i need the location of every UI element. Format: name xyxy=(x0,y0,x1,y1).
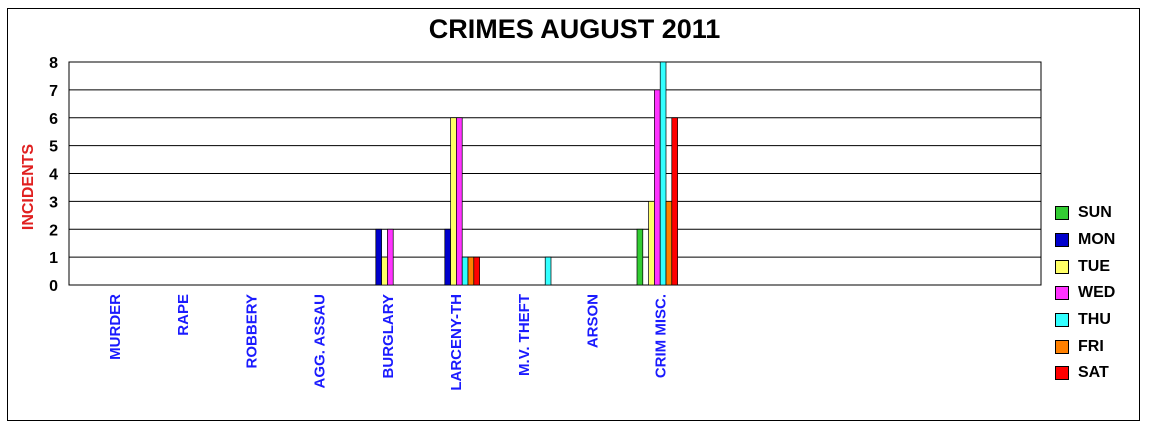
category-label: RAPE xyxy=(175,294,192,336)
category-label: M.V. THEFT xyxy=(516,294,533,376)
chart-frame xyxy=(7,8,1140,421)
bar-sun xyxy=(636,228,644,286)
bar-mon xyxy=(444,228,451,286)
legend-label: THU xyxy=(1078,311,1111,329)
y-tick-label: 6 xyxy=(49,111,58,128)
bar-fri xyxy=(467,256,475,286)
legend-swatch xyxy=(1055,339,1069,354)
category-label: AGG. ASSAU xyxy=(312,294,329,388)
legend-label: MON xyxy=(1078,231,1116,249)
legend-item: WED xyxy=(1055,280,1115,307)
category-label: MURDER xyxy=(107,294,124,360)
legend-item: SUN xyxy=(1055,200,1115,227)
chart-title: CRIMES AUGUST 2011 xyxy=(428,14,721,44)
legend-label: SAT xyxy=(1078,364,1109,382)
y-tick-label: 8 xyxy=(49,55,58,72)
category-label: CRIM MISC. xyxy=(653,294,670,378)
y-tick-label: 7 xyxy=(49,83,58,100)
bar-thu xyxy=(544,256,552,286)
plot-area xyxy=(68,61,1042,286)
category-label: LARCENY-TH xyxy=(448,294,465,391)
bar-fri xyxy=(665,201,673,286)
legend-label: FRI xyxy=(1078,337,1104,355)
bar-tue xyxy=(450,117,457,286)
bar-mon xyxy=(375,228,382,286)
y-tick-label: 1 xyxy=(49,250,58,267)
y-tick-label: 5 xyxy=(49,139,58,156)
legend-label: WED xyxy=(1078,284,1116,302)
legend-item: FRI xyxy=(1055,333,1115,360)
legend-label: TUE xyxy=(1078,257,1110,275)
bar-tue xyxy=(648,201,655,286)
legend-item: MON xyxy=(1055,227,1115,254)
legend-swatch xyxy=(1055,313,1069,328)
category-label: ROBBERY xyxy=(243,294,260,368)
category-label: ARSON xyxy=(584,294,601,348)
legend-item: THU xyxy=(1055,307,1115,334)
y-tick-label: 0 xyxy=(49,278,58,295)
legend-swatch xyxy=(1055,206,1069,221)
bar-wed xyxy=(387,228,394,286)
y-tick-label: 4 xyxy=(49,167,58,184)
legend-item: SAT xyxy=(1055,360,1115,387)
bar-thu xyxy=(659,61,667,286)
category-label: BURGLARY xyxy=(380,294,397,378)
legend-label: SUN xyxy=(1078,204,1112,222)
y-tick-label: 3 xyxy=(49,194,58,211)
legend-swatch xyxy=(1055,366,1069,381)
legend-swatch xyxy=(1055,259,1069,274)
chart-legend: SUN MON TUE WED THU FRI SAT xyxy=(1055,200,1115,387)
legend-swatch xyxy=(1055,233,1069,248)
bar-sat xyxy=(473,256,480,286)
bar-wed xyxy=(654,89,661,286)
bar-sat xyxy=(671,117,678,286)
bar-tue xyxy=(381,256,388,286)
legend-swatch xyxy=(1055,286,1069,301)
y-tick-label: 2 xyxy=(49,222,58,239)
legend-item: TUE xyxy=(1055,253,1115,280)
bar-wed xyxy=(456,117,463,286)
bar-thu xyxy=(461,256,469,286)
